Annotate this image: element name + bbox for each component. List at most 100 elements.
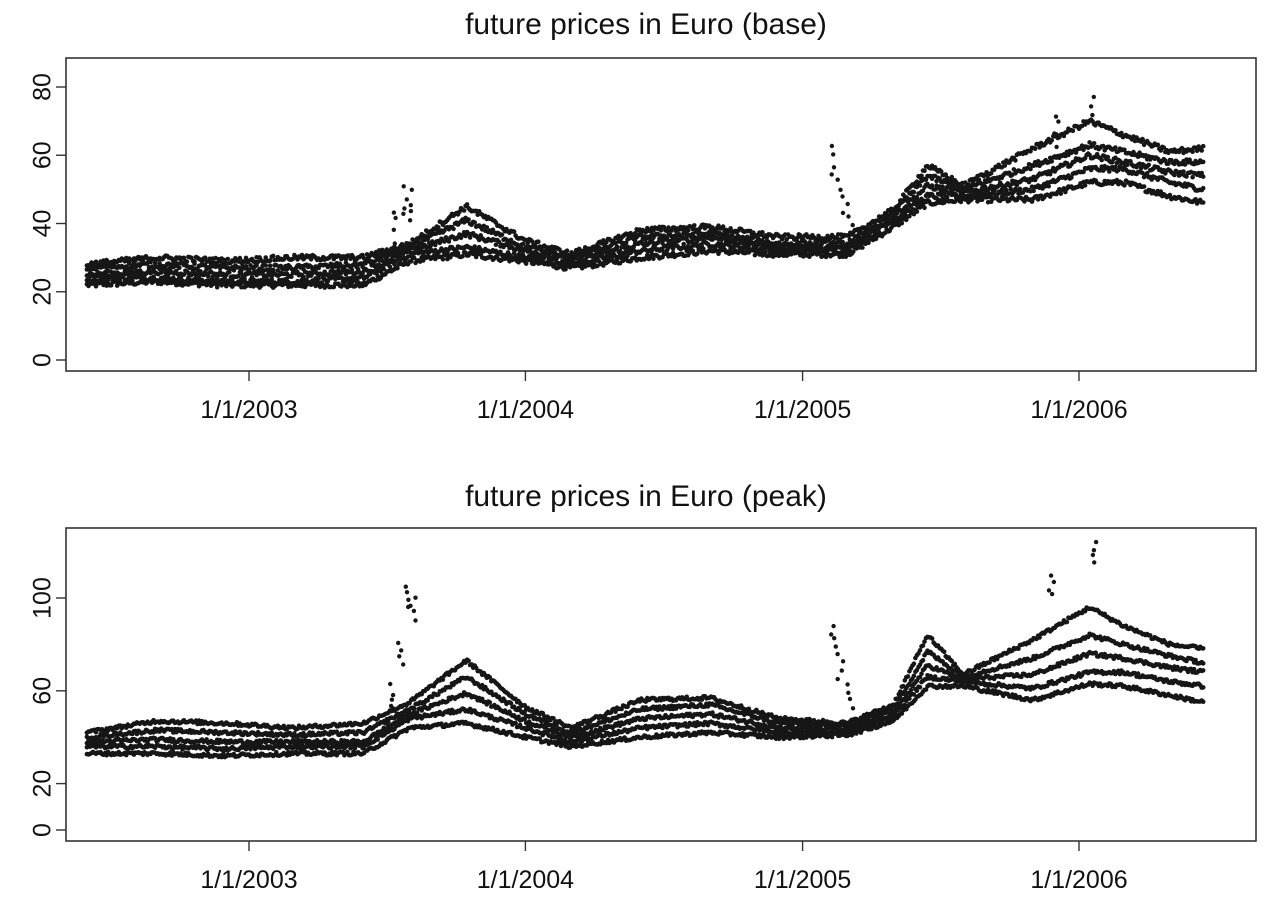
data-point bbox=[401, 184, 406, 189]
data-point bbox=[451, 226, 456, 232]
y-tick-label: 100 bbox=[29, 577, 57, 619]
data-point bbox=[184, 259, 190, 265]
data-point bbox=[904, 217, 909, 223]
data-point bbox=[440, 257, 446, 262]
data-point bbox=[763, 249, 768, 255]
data-point bbox=[850, 222, 855, 228]
data-point bbox=[917, 183, 923, 188]
data-point bbox=[472, 220, 478, 225]
data-point bbox=[1056, 119, 1061, 124]
data-point bbox=[375, 737, 381, 742]
data-point bbox=[455, 250, 461, 256]
data-point bbox=[1070, 128, 1076, 134]
data-point bbox=[922, 198, 927, 204]
chart-panel-base: future prices in Euro (base) 1/1/2003 1/1… bbox=[29, 8, 1257, 424]
data-point bbox=[1082, 183, 1088, 188]
data-point bbox=[1049, 159, 1054, 164]
data-point bbox=[325, 278, 331, 284]
data-point bbox=[381, 266, 387, 272]
data-point bbox=[692, 223, 697, 228]
x-tick-label: 1/1/2003 bbox=[200, 866, 297, 894]
data-point bbox=[899, 220, 905, 226]
data-point bbox=[407, 218, 413, 223]
data-point bbox=[175, 279, 181, 284]
x-tick-label: 1/1/2005 bbox=[754, 396, 851, 424]
data-point bbox=[466, 217, 471, 222]
data-point bbox=[1190, 149, 1195, 154]
data-point bbox=[1200, 143, 1206, 149]
data-point bbox=[838, 187, 843, 192]
data-point bbox=[801, 237, 806, 242]
data-point bbox=[401, 211, 406, 216]
chart-title-peak: future prices in Euro (peak) bbox=[465, 480, 827, 513]
x-tick-label: 1/1/2005 bbox=[754, 866, 851, 894]
data-point bbox=[1093, 123, 1098, 128]
data-point bbox=[784, 247, 789, 252]
data-point bbox=[511, 251, 517, 256]
data-point bbox=[875, 223, 880, 229]
data-point bbox=[1090, 112, 1095, 118]
data-point bbox=[1099, 157, 1104, 163]
data-point bbox=[436, 225, 441, 230]
data-point bbox=[237, 280, 243, 285]
data-point bbox=[1200, 200, 1206, 205]
x-tick-label: 1/1/2006 bbox=[1030, 866, 1127, 894]
data-point bbox=[1200, 699, 1206, 704]
data-point bbox=[395, 266, 400, 271]
data-point bbox=[270, 267, 276, 273]
data-points-base bbox=[84, 94, 1206, 290]
data-point bbox=[499, 232, 505, 237]
data-point bbox=[1054, 144, 1059, 150]
data-point bbox=[1200, 174, 1206, 179]
data-point bbox=[922, 168, 927, 174]
data-point bbox=[391, 210, 397, 215]
data-point bbox=[1200, 185, 1206, 191]
data-point bbox=[408, 203, 413, 208]
data-point bbox=[907, 202, 912, 207]
data-point bbox=[420, 258, 426, 263]
data-point bbox=[829, 143, 835, 149]
data-point bbox=[651, 256, 656, 262]
data-point bbox=[513, 720, 518, 726]
data-point bbox=[840, 210, 846, 216]
data-point bbox=[1158, 189, 1164, 194]
data-point bbox=[1200, 159, 1206, 165]
data-point bbox=[393, 215, 398, 221]
data-point bbox=[831, 165, 837, 170]
data-point bbox=[1146, 162, 1151, 168]
y-tick-label: 0 bbox=[29, 353, 57, 367]
data-point bbox=[1190, 174, 1195, 180]
axis-ticks-base: 1/1/2003 1/1/2004 1/1/2005 1/1/200602040608… bbox=[29, 73, 1128, 424]
data-point bbox=[402, 206, 407, 211]
data-point bbox=[899, 198, 905, 203]
data-point bbox=[1088, 104, 1094, 109]
data-point bbox=[976, 177, 982, 183]
data-point bbox=[225, 256, 231, 262]
data-point bbox=[914, 209, 920, 214]
data-point bbox=[1181, 169, 1186, 174]
data-point bbox=[404, 197, 409, 202]
chart-title-base: future prices in Euro (base) bbox=[465, 8, 827, 41]
y-tick-label: 60 bbox=[29, 141, 57, 169]
data-point bbox=[952, 199, 958, 204]
data-point bbox=[387, 264, 393, 270]
data-point bbox=[523, 261, 529, 266]
data-point bbox=[1199, 148, 1204, 153]
data-point bbox=[319, 280, 325, 285]
data-point bbox=[695, 251, 700, 256]
x-tick-label: 1/1/2003 bbox=[200, 396, 297, 424]
data-point bbox=[611, 239, 617, 245]
data-point bbox=[840, 194, 845, 199]
data-point bbox=[1167, 192, 1173, 198]
x-tick-label: 1/1/2004 bbox=[477, 396, 574, 424]
data-point bbox=[93, 284, 99, 289]
data-point bbox=[536, 239, 541, 244]
data-point bbox=[1049, 138, 1054, 143]
data-point bbox=[461, 208, 467, 213]
data-point bbox=[151, 274, 156, 280]
data-point bbox=[595, 258, 600, 263]
data-point bbox=[966, 182, 971, 187]
y-tick-label: 0 bbox=[29, 823, 57, 837]
